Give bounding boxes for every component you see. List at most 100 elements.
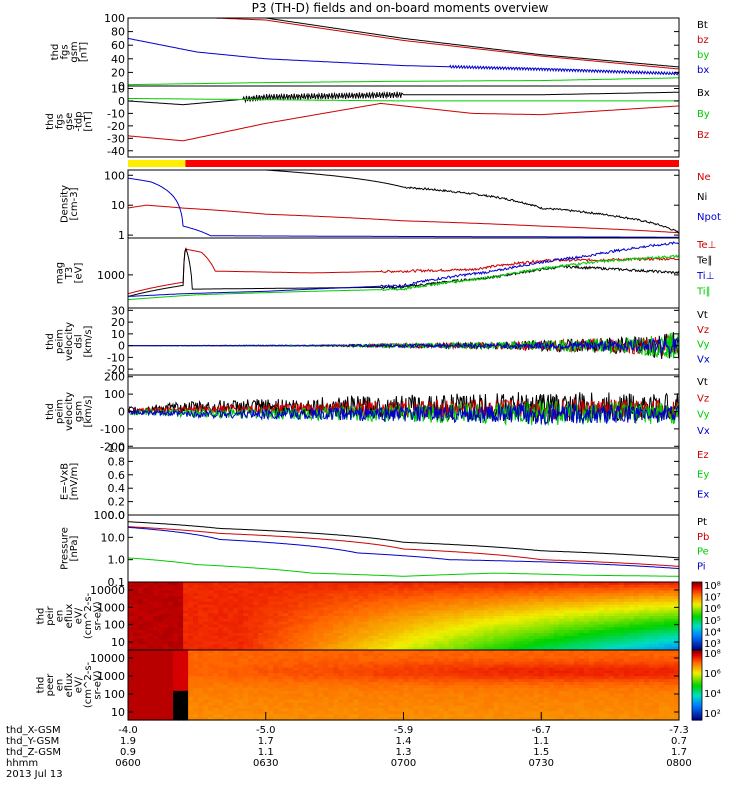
spectrogram-cell xyxy=(503,633,510,637)
spectrogram-cell xyxy=(423,624,430,628)
spectrogram-cell xyxy=(593,644,600,648)
spectrogram-cell xyxy=(283,601,289,606)
spectrogram-cell xyxy=(468,658,475,663)
spectrogram-cell xyxy=(253,616,259,620)
spectrogram-cell xyxy=(383,664,390,669)
spectrogram-cell xyxy=(193,630,199,634)
spectrogram-cell xyxy=(488,685,495,689)
spectrogram-cell xyxy=(633,596,640,600)
spectrogram-cell xyxy=(448,644,455,648)
spectrogram-cell xyxy=(303,670,309,674)
spectrogram-cell xyxy=(473,644,480,648)
spectrogram-cell xyxy=(418,685,425,689)
spectrogram-cell xyxy=(498,655,505,660)
spectrogram-cell xyxy=(513,624,520,628)
spectrogram-cell xyxy=(568,599,575,603)
spectrogram-cell xyxy=(188,676,194,680)
spectrogram-cell xyxy=(243,667,249,672)
spectrogram-cell xyxy=(328,676,334,680)
spectrogram-cell xyxy=(498,708,505,712)
spectrogram-cell xyxy=(458,601,465,606)
spectrogram-cell xyxy=(518,610,525,614)
spectrogram-cell xyxy=(283,582,289,586)
spectrogram-cell xyxy=(353,601,360,606)
spectrogram-cell xyxy=(228,711,234,715)
spectrogram-cell xyxy=(473,590,480,594)
spectrogram-cell xyxy=(303,658,309,663)
spectrogram-cell xyxy=(338,687,344,692)
spectrogram-cell xyxy=(353,641,360,645)
spectrogram-cell xyxy=(553,590,560,594)
spectrogram-cell xyxy=(253,650,259,654)
spectrogram-cell xyxy=(303,693,309,698)
spectrogram-cell xyxy=(193,624,199,628)
spectrogram-cell xyxy=(143,596,149,600)
spectrogram-cell xyxy=(213,711,219,715)
spectrogram-cell xyxy=(233,664,239,669)
spectrogram-cell xyxy=(318,624,324,628)
spectrogram-cell xyxy=(438,696,445,701)
spectrogram-cell xyxy=(328,708,334,712)
spectrogram-cell xyxy=(508,676,515,680)
spectrogram-cell xyxy=(273,717,279,721)
spectrogram-cell xyxy=(148,596,154,600)
spectrogram-cell xyxy=(503,705,510,709)
spectrogram-cell xyxy=(598,590,605,594)
spectrogram-cell xyxy=(373,627,380,631)
y-axis-label: (cm^2-s- xyxy=(83,592,94,639)
spectrogram-cell xyxy=(473,587,480,592)
spectrogram-cell xyxy=(263,641,269,645)
spectrogram-cell xyxy=(453,613,460,617)
spectrogram-cell xyxy=(358,717,365,721)
spectrogram-cell xyxy=(463,610,470,614)
y-tick-label: 0 xyxy=(118,406,125,419)
spectrogram-cell xyxy=(578,601,585,606)
spectrogram-cell xyxy=(593,621,600,626)
spectrogram-cell xyxy=(543,717,550,721)
spectrogram-cell xyxy=(273,616,279,620)
spectrogram-cell xyxy=(468,638,475,643)
spectrogram-cell xyxy=(218,664,224,669)
spectrogram-cell xyxy=(343,601,349,606)
spectrogram-cell xyxy=(388,667,395,672)
spectrogram-cell xyxy=(128,652,134,657)
spectrogram-cell xyxy=(413,582,420,586)
spectrogram-cell xyxy=(303,621,309,626)
spectrogram-cell xyxy=(163,590,169,594)
spectrogram-cell xyxy=(588,599,595,603)
spectrogram-cell xyxy=(158,652,164,657)
spectrogram-cell xyxy=(423,661,430,666)
spectrogram-cell xyxy=(153,664,159,669)
spectrogram-cell xyxy=(608,590,615,594)
spectrogram-cell xyxy=(138,618,144,623)
spectrogram-cell xyxy=(643,630,650,634)
spectrogram-cell xyxy=(313,699,319,704)
spectrogram-cell xyxy=(523,582,530,586)
spectrogram-cell xyxy=(283,670,289,674)
spectrogram-cell xyxy=(623,596,630,600)
spectrogram-cell xyxy=(588,610,595,614)
spectrogram-cell xyxy=(393,682,400,686)
spectrogram-cell xyxy=(323,607,329,611)
spectrogram-cell xyxy=(663,633,670,637)
spectrogram-cell xyxy=(448,679,455,683)
spectrogram-cell xyxy=(608,607,615,611)
spectrogram-cell xyxy=(548,638,555,643)
spectrogram-cell xyxy=(583,624,590,628)
spectrogram-cell xyxy=(388,679,395,683)
colorbar-segment xyxy=(692,600,702,603)
spectrogram-cell xyxy=(473,667,480,672)
spectrogram-cell xyxy=(448,584,455,589)
spectrogram-cell xyxy=(318,676,324,680)
spectrogram-cell xyxy=(293,601,299,606)
spectrogram-cell xyxy=(483,584,490,589)
spectrogram-cell xyxy=(388,705,395,709)
spectrogram-cell xyxy=(183,599,189,603)
spectrogram-cell xyxy=(343,584,349,589)
spectrogram-cell xyxy=(373,655,380,660)
spectrogram-cell xyxy=(413,705,420,709)
spectrogram-cell xyxy=(453,582,460,586)
spectrogram-cell xyxy=(318,658,324,663)
spectrogram-cell xyxy=(613,613,620,617)
spectrogram-cell xyxy=(333,658,339,663)
